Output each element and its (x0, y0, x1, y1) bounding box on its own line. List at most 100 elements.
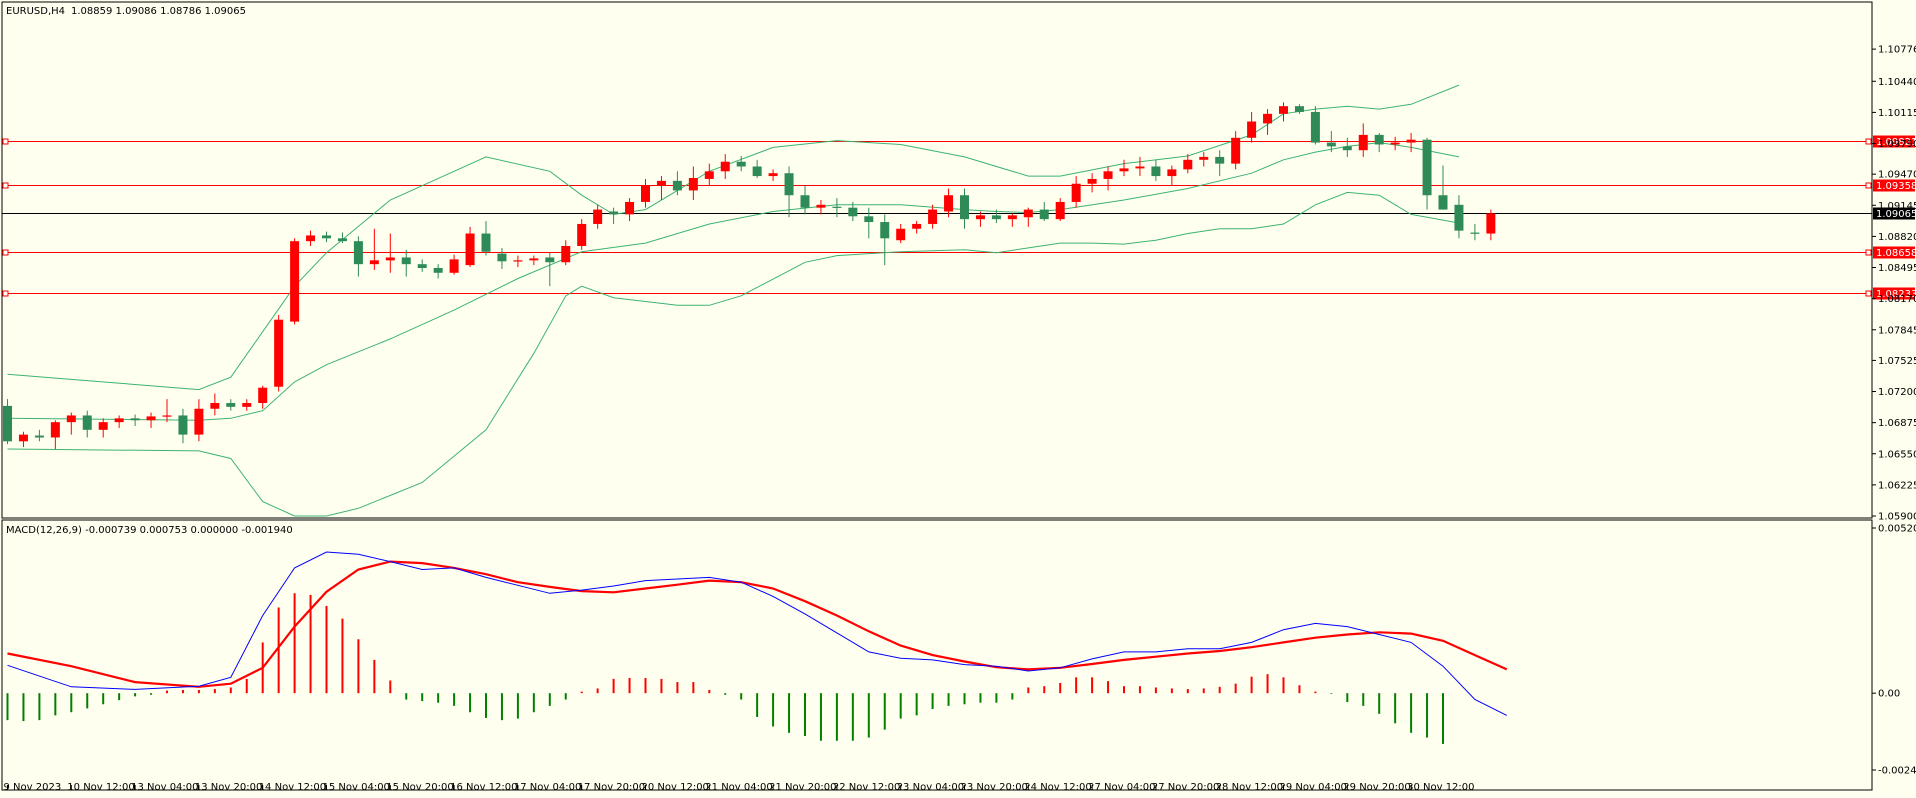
candle[interactable] (242, 399, 252, 411)
candle[interactable] (625, 198, 635, 222)
candle[interactable] (1390, 136, 1400, 151)
candle[interactable] (306, 230, 316, 246)
candle[interactable] (1071, 176, 1081, 208)
candle[interactable] (194, 399, 204, 442)
candle[interactable] (465, 226, 475, 268)
candle[interactable] (290, 238, 300, 325)
candle[interactable] (880, 214, 890, 266)
candle[interactable] (720, 154, 730, 179)
candle[interactable] (1374, 132, 1384, 153)
candle[interactable] (1183, 154, 1193, 174)
level-handle-left[interactable] (2, 138, 9, 145)
candle[interactable] (736, 155, 746, 172)
level-handle-left[interactable] (2, 290, 9, 297)
candle[interactable] (1358, 123, 1368, 157)
candle[interactable] (768, 169, 778, 181)
candle[interactable] (688, 166, 698, 201)
candle[interactable] (991, 209, 1001, 223)
candle[interactable] (258, 385, 268, 409)
candle[interactable] (529, 255, 539, 266)
candle[interactable] (928, 204, 938, 229)
candle[interactable] (1486, 209, 1496, 241)
candle[interactable] (481, 221, 491, 256)
candle[interactable] (1279, 102, 1288, 122)
candle[interactable] (1422, 137, 1432, 210)
candle[interactable] (1294, 104, 1304, 114)
candle[interactable] (353, 236, 363, 277)
candle[interactable] (130, 414, 140, 426)
candle[interactable] (1342, 137, 1352, 157)
candle[interactable] (1470, 223, 1480, 241)
candle[interactable] (1007, 213, 1017, 227)
candle[interactable] (784, 166, 794, 218)
candle[interactable] (1023, 207, 1033, 227)
candle[interactable] (800, 185, 810, 215)
candle[interactable] (1119, 159, 1129, 177)
candle[interactable] (1263, 109, 1273, 135)
candle[interactable] (497, 247, 507, 269)
candle[interactable] (34, 429, 44, 442)
candle[interactable] (337, 232, 347, 244)
candle[interactable] (226, 399, 236, 411)
candle[interactable] (146, 412, 156, 428)
candle[interactable] (417, 259, 427, 272)
candle[interactable] (1215, 150, 1225, 177)
candle[interactable] (322, 231, 331, 243)
candle[interactable] (896, 223, 906, 244)
candle[interactable] (593, 204, 603, 229)
candle[interactable] (1326, 131, 1336, 153)
candle[interactable] (3, 399, 12, 445)
candle[interactable] (975, 211, 985, 227)
candle[interactable] (641, 178, 650, 208)
candle[interactable] (545, 252, 555, 287)
candle[interactable] (752, 159, 762, 178)
level-handle-left[interactable] (2, 249, 9, 256)
level-handle-right[interactable] (1865, 138, 1872, 145)
candle[interactable] (385, 233, 395, 273)
macd-plot-area[interactable] (6, 551, 1508, 744)
level-handle-right[interactable] (1865, 290, 1872, 297)
candle[interactable] (162, 399, 172, 423)
candle[interactable] (401, 249, 411, 277)
candle[interactable] (66, 412, 76, 435)
candle[interactable] (210, 393, 220, 416)
candle[interactable] (18, 431, 28, 448)
candle[interactable] (449, 254, 459, 275)
candle[interactable] (1055, 198, 1065, 222)
candle[interactable] (50, 420, 60, 449)
candle[interactable] (944, 188, 954, 218)
candle[interactable] (1438, 165, 1448, 210)
candle[interactable] (82, 410, 92, 438)
candle[interactable] (1151, 159, 1161, 181)
candle[interactable] (1247, 111, 1257, 143)
candle[interactable] (1087, 173, 1097, 193)
candle[interactable] (98, 418, 108, 438)
candle[interactable] (1310, 106, 1320, 145)
candle[interactable] (912, 221, 922, 234)
level-handle-right[interactable] (1865, 249, 1872, 256)
candle[interactable] (274, 314, 284, 392)
candle[interactable] (178, 408, 188, 444)
candle[interactable] (114, 415, 124, 428)
candle[interactable] (369, 228, 379, 270)
candle[interactable] (1454, 195, 1464, 239)
candle[interactable] (704, 163, 714, 186)
candle[interactable] (960, 188, 969, 229)
candle[interactable] (1135, 156, 1145, 177)
price-plot-area[interactable] (2, 84, 1872, 517)
level-handle-left[interactable] (2, 182, 9, 189)
candle[interactable] (1231, 131, 1241, 170)
candle[interactable] (816, 200, 826, 215)
candle[interactable] (609, 207, 619, 224)
candle[interactable] (1406, 132, 1416, 153)
candle[interactable] (513, 255, 523, 268)
candle[interactable] (433, 264, 443, 279)
candle[interactable] (848, 201, 858, 222)
candle[interactable] (1167, 165, 1177, 186)
level-handle-right[interactable] (1865, 182, 1872, 189)
candle[interactable] (672, 171, 682, 196)
candle[interactable] (864, 207, 874, 239)
candle[interactable] (1039, 201, 1049, 222)
candle[interactable] (1103, 166, 1113, 191)
